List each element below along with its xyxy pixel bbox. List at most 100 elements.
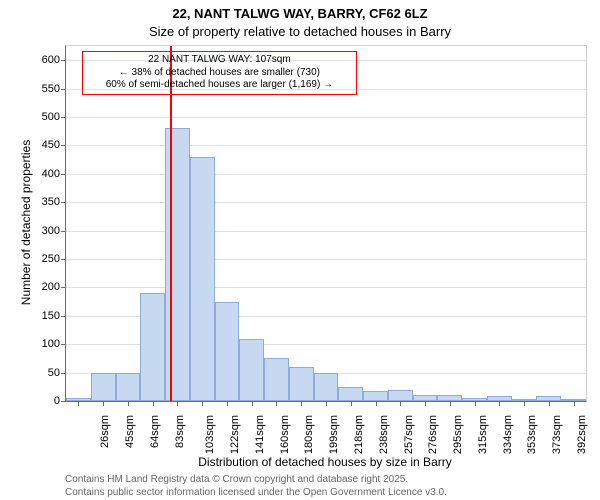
- annotation-box: 22 NANT TALWG WAY: 107sqm← 38% of detach…: [82, 51, 358, 95]
- x-tick-mark: [499, 401, 500, 406]
- histogram-bar: [116, 373, 141, 401]
- x-tick-label: 103sqm: [205, 415, 217, 454]
- histogram-bar: [215, 302, 240, 401]
- annotation-line: 22 NANT TALWG WAY: 107sqm: [89, 54, 351, 67]
- grid-line: [66, 287, 586, 288]
- x-tick-label: 45sqm: [124, 415, 136, 448]
- grid-line: [66, 174, 586, 175]
- x-tick-mark: [301, 401, 302, 406]
- x-tick-label: 315sqm: [477, 415, 489, 454]
- y-tick-mark: [61, 60, 66, 61]
- x-tick-label: 141sqm: [254, 415, 266, 454]
- y-tick-label: 250: [42, 253, 60, 265]
- x-tick-mark: [475, 401, 476, 406]
- y-tick-label: 300: [42, 225, 60, 237]
- x-tick-mark: [202, 401, 203, 406]
- chart-title-address: 22, NANT TALWG WAY, BARRY, CF62 6LZ: [0, 6, 600, 21]
- credit-line-1: Contains HM Land Registry data © Crown c…: [65, 474, 408, 485]
- x-tick-label: 334sqm: [502, 415, 514, 454]
- x-tick-mark: [351, 401, 352, 406]
- y-tick-mark: [61, 287, 66, 288]
- y-tick-label: 0: [54, 395, 60, 407]
- credit-line-2: Contains public sector information licen…: [65, 487, 447, 498]
- plot-area: 05010015020025030035040045050055060026sq…: [65, 45, 587, 402]
- y-tick-label: 550: [42, 83, 60, 95]
- y-tick-label: 600: [42, 54, 60, 66]
- x-tick-mark: [252, 401, 253, 406]
- x-tick-label: 276sqm: [427, 415, 439, 454]
- y-tick-mark: [61, 117, 66, 118]
- x-tick-label: 26sqm: [99, 415, 111, 448]
- grid-line: [66, 145, 586, 146]
- y-tick-label: 450: [42, 139, 60, 151]
- x-tick-mark: [574, 401, 575, 406]
- histogram-bar: [388, 390, 413, 401]
- y-tick-mark: [61, 373, 66, 374]
- chart-title-description: Size of property relative to detached ho…: [0, 24, 600, 39]
- y-tick-mark: [61, 316, 66, 317]
- x-tick-mark: [400, 401, 401, 406]
- chart-container: 22, NANT TALWG WAY, BARRY, CF62 6LZ Size…: [0, 0, 600, 500]
- x-tick-label: 122sqm: [229, 415, 241, 454]
- y-tick-mark: [61, 231, 66, 232]
- y-tick-mark: [61, 259, 66, 260]
- y-tick-label: 500: [42, 111, 60, 123]
- grid-line: [66, 231, 586, 232]
- y-tick-mark: [61, 401, 66, 402]
- histogram-bar: [140, 293, 165, 401]
- grid-line: [66, 202, 586, 203]
- y-tick-mark: [61, 145, 66, 146]
- histogram-bar: [264, 358, 289, 401]
- histogram-bar: [338, 387, 363, 401]
- x-tick-mark: [153, 401, 154, 406]
- y-tick-label: 150: [42, 310, 60, 322]
- histogram-bar: [239, 339, 264, 401]
- x-tick-mark: [376, 401, 377, 406]
- x-tick-mark: [227, 401, 228, 406]
- x-tick-label: 64sqm: [149, 415, 161, 448]
- x-tick-label: 238sqm: [378, 415, 390, 454]
- x-tick-mark: [276, 401, 277, 406]
- y-tick-label: 400: [42, 168, 60, 180]
- x-tick-label: 83sqm: [174, 415, 186, 448]
- y-tick-mark: [61, 202, 66, 203]
- x-tick-label: 392sqm: [576, 415, 588, 454]
- histogram-bar: [289, 367, 314, 401]
- x-tick-label: 295sqm: [452, 415, 464, 454]
- histogram-bar: [314, 373, 339, 401]
- y-tick-mark: [61, 89, 66, 90]
- y-tick-label: 350: [42, 196, 60, 208]
- x-tick-label: 353sqm: [526, 415, 538, 454]
- x-tick-mark: [177, 401, 178, 406]
- x-tick-label: 199sqm: [328, 415, 340, 454]
- histogram-bar: [190, 157, 215, 401]
- y-tick-label: 50: [48, 367, 60, 379]
- x-tick-mark: [128, 401, 129, 406]
- x-axis-label: Distribution of detached houses by size …: [65, 455, 585, 469]
- x-tick-mark: [524, 401, 525, 406]
- x-tick-mark: [450, 401, 451, 406]
- y-tick-mark: [61, 344, 66, 345]
- x-tick-mark: [326, 401, 327, 406]
- x-tick-label: 218sqm: [353, 415, 365, 454]
- y-tick-mark: [61, 174, 66, 175]
- grid-line: [66, 117, 586, 118]
- x-tick-mark: [425, 401, 426, 406]
- histogram-bar: [165, 128, 190, 401]
- x-tick-mark: [103, 401, 104, 406]
- annotation-line: ← 38% of detached houses are smaller (73…: [89, 67, 351, 80]
- y-tick-label: 200: [42, 281, 60, 293]
- y-axis-label: Number of detached properties: [19, 45, 33, 400]
- histogram-bar: [91, 373, 116, 401]
- x-tick-mark: [549, 401, 550, 406]
- annotation-line: 60% of semi-detached houses are larger (…: [89, 79, 351, 92]
- property-marker-line: [170, 46, 172, 401]
- x-tick-label: 160sqm: [279, 415, 291, 454]
- x-tick-label: 257sqm: [403, 415, 415, 454]
- x-tick-label: 180sqm: [304, 415, 316, 454]
- x-tick-mark: [78, 401, 79, 406]
- histogram-bar: [363, 391, 388, 401]
- x-tick-label: 373sqm: [551, 415, 563, 454]
- y-tick-label: 100: [42, 338, 60, 350]
- grid-line: [66, 259, 586, 260]
